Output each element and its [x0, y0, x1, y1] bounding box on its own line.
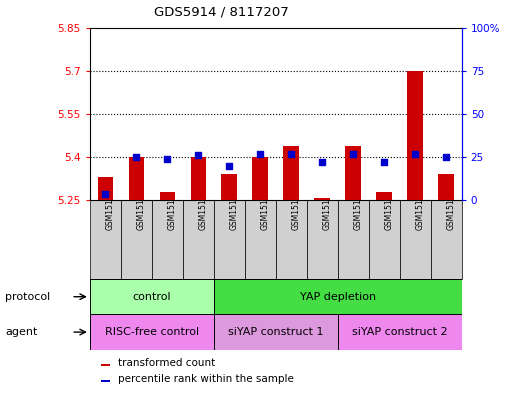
Point: [318, 159, 326, 165]
Point: [349, 151, 358, 157]
Bar: [101, 380, 110, 382]
Bar: [90, 279, 214, 314]
Text: transformed count: transformed count: [117, 358, 215, 368]
Point: [442, 154, 450, 160]
Text: YAP depletion: YAP depletion: [300, 292, 376, 302]
Bar: [439, 174, 454, 200]
Text: GSM1517977: GSM1517977: [415, 179, 424, 230]
Text: agent: agent: [5, 327, 37, 337]
Text: GSM1517974: GSM1517974: [322, 179, 331, 230]
Bar: [307, 200, 338, 279]
Bar: [431, 200, 462, 279]
Text: GSM1517967: GSM1517967: [105, 179, 114, 230]
Bar: [369, 200, 400, 279]
Point: [380, 159, 388, 165]
Bar: [314, 198, 330, 200]
Bar: [129, 157, 144, 200]
Text: GSM1517976: GSM1517976: [384, 179, 393, 230]
Text: GSM1517972: GSM1517972: [260, 179, 269, 230]
Text: control: control: [132, 292, 171, 302]
Bar: [377, 192, 392, 200]
Bar: [400, 200, 431, 279]
Point: [287, 151, 295, 157]
Text: protocol: protocol: [5, 292, 50, 302]
Bar: [160, 192, 175, 200]
Text: GSM1517978: GSM1517978: [446, 179, 455, 230]
Bar: [214, 279, 462, 314]
Bar: [183, 200, 214, 279]
Point: [194, 152, 202, 159]
Text: percentile rank within the sample: percentile rank within the sample: [117, 375, 293, 384]
Bar: [252, 157, 268, 200]
Text: siYAP construct 1: siYAP construct 1: [228, 327, 324, 337]
Point: [256, 151, 264, 157]
Bar: [190, 157, 206, 200]
Point: [101, 190, 109, 196]
Text: RISC-free control: RISC-free control: [105, 327, 199, 337]
Bar: [90, 314, 214, 350]
Bar: [276, 200, 307, 279]
Bar: [338, 200, 369, 279]
Bar: [214, 314, 338, 350]
Bar: [222, 174, 237, 200]
Bar: [90, 200, 121, 279]
Text: GSM1517971: GSM1517971: [229, 179, 238, 230]
Text: GSM1517969: GSM1517969: [167, 179, 176, 230]
Point: [163, 156, 171, 162]
Bar: [214, 200, 245, 279]
Bar: [284, 146, 299, 200]
Bar: [152, 200, 183, 279]
Bar: [407, 71, 423, 200]
Text: GSM1517968: GSM1517968: [136, 179, 145, 230]
Text: GDS5914 / 8117207: GDS5914 / 8117207: [154, 6, 289, 19]
Text: siYAP construct 2: siYAP construct 2: [352, 327, 447, 337]
Point: [225, 163, 233, 169]
Bar: [338, 314, 462, 350]
Text: GSM1517970: GSM1517970: [198, 179, 207, 230]
Bar: [101, 364, 110, 366]
Bar: [345, 146, 361, 200]
Text: GSM1517973: GSM1517973: [291, 179, 300, 230]
Point: [411, 151, 419, 157]
Bar: [121, 200, 152, 279]
Bar: [245, 200, 276, 279]
Bar: [97, 177, 113, 200]
Text: GSM1517975: GSM1517975: [353, 179, 362, 230]
Point: [132, 154, 141, 160]
